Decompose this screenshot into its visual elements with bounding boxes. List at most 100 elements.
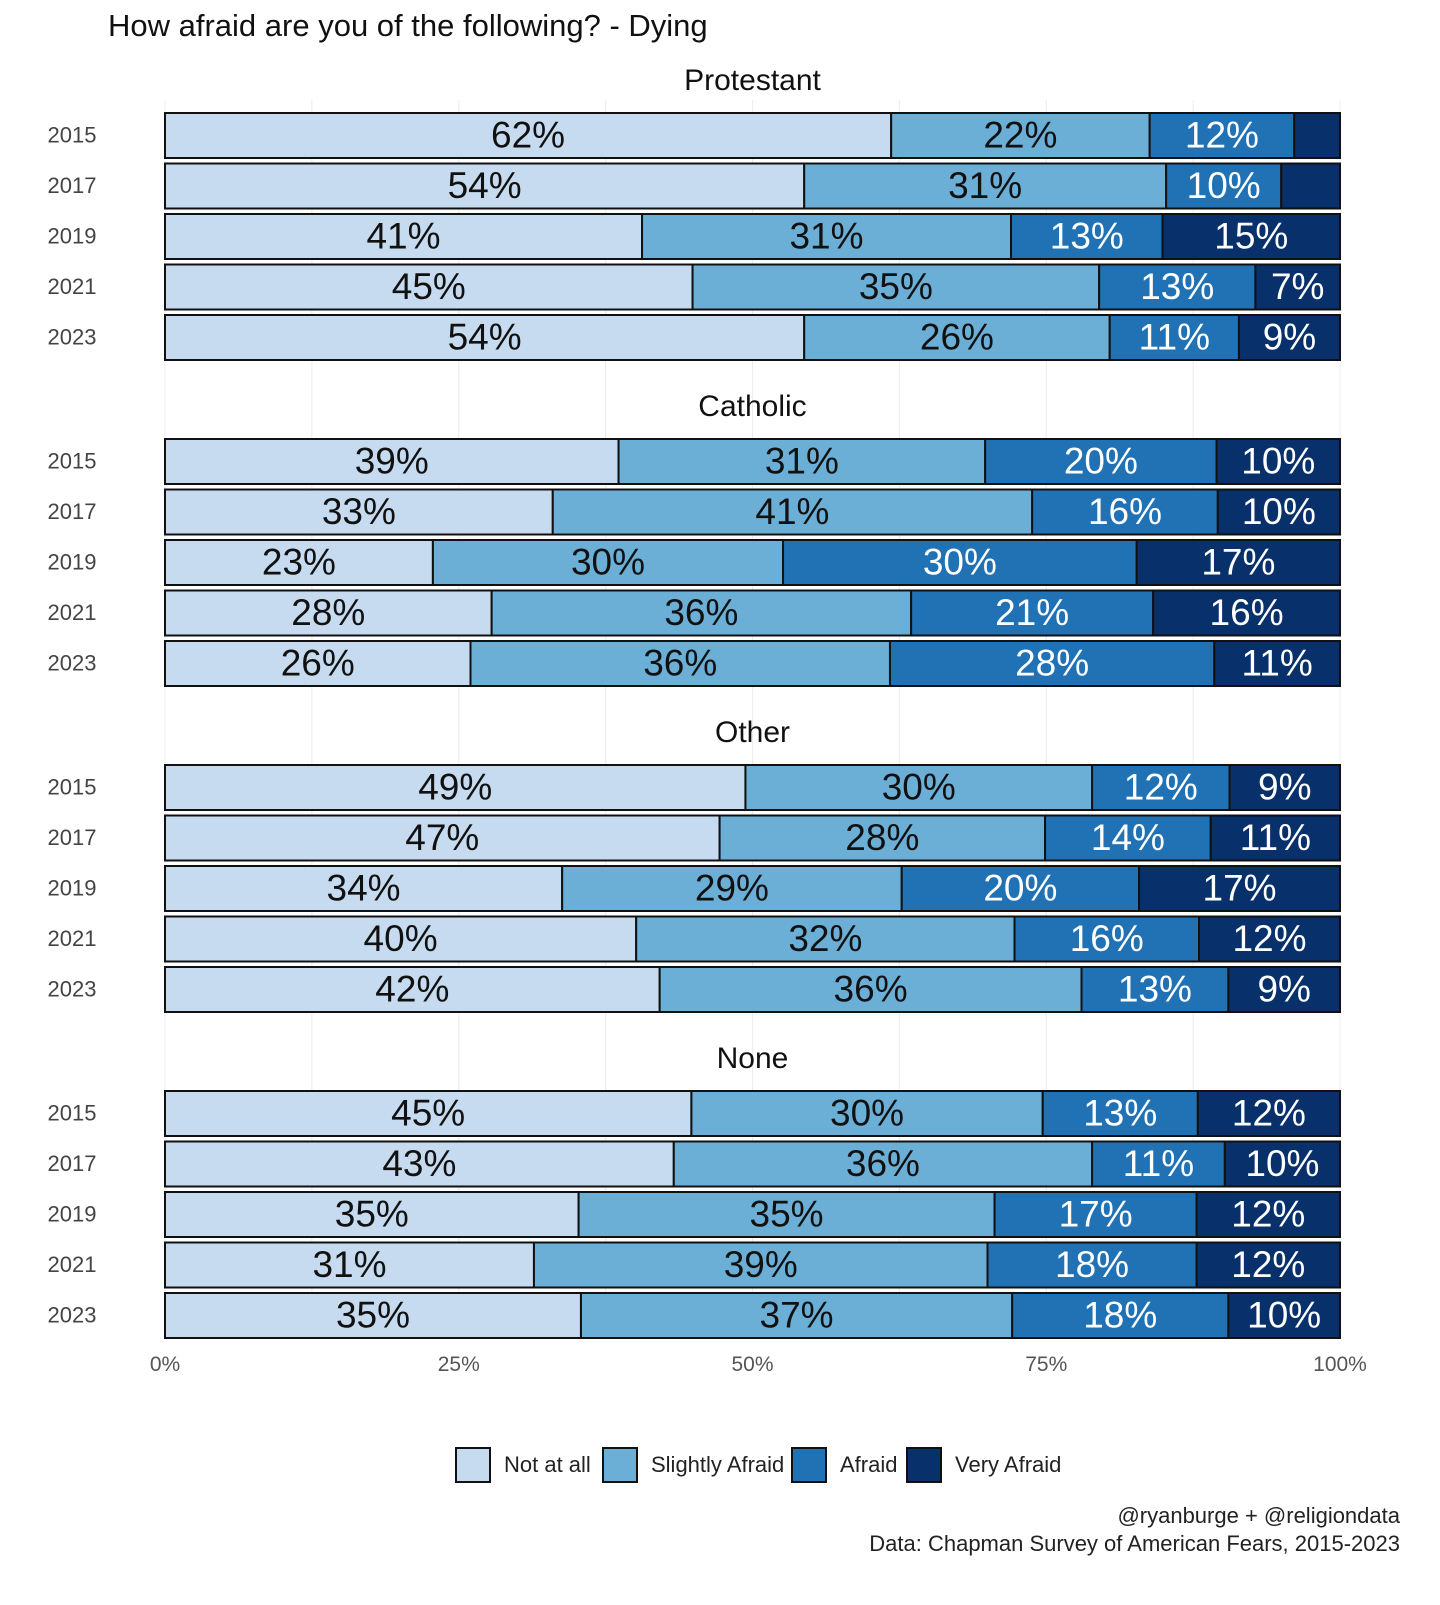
bar-label: 13% — [1050, 215, 1124, 256]
bar-label: 16% — [1070, 918, 1144, 959]
bar-segment-very-afraid — [1209, 814, 1341, 862]
year-label: 2021 — [48, 274, 97, 299]
legend-label: Afraid — [840, 1452, 897, 1477]
bar-label: 30% — [882, 766, 956, 807]
facet-title: None — [717, 1042, 789, 1075]
bar-label: 54% — [448, 165, 522, 206]
year-label: 2023 — [48, 650, 97, 675]
bar-label: 62% — [491, 114, 565, 155]
year-label: 2017 — [48, 499, 97, 524]
year-label: 2015 — [48, 122, 97, 147]
bar-segment-afraid — [1041, 1090, 1199, 1137]
bar-label: 42% — [375, 968, 449, 1009]
bar-segment-slightly-afraid — [469, 640, 891, 687]
bar-segment-very-afraid — [1227, 1292, 1341, 1339]
bar-label: 54% — [448, 316, 522, 357]
bar-label: 21% — [995, 592, 1069, 633]
bar-label: 29% — [695, 867, 769, 908]
bar-segment-very-afraid — [1196, 1090, 1341, 1137]
bar-label: 30% — [571, 541, 645, 582]
legend-label: Very Afraid — [955, 1452, 1061, 1477]
bar-segment-afraid — [1031, 488, 1219, 536]
bar-segment-afraid — [1010, 213, 1164, 260]
bar-segment-very-afraid — [1138, 865, 1341, 912]
bar-segment-slightly-afraid — [641, 213, 1012, 260]
bar-label: 26% — [920, 316, 994, 357]
year-label: 2015 — [48, 1100, 97, 1125]
legend-swatch — [791, 1447, 827, 1483]
bar-label: 36% — [664, 592, 738, 633]
bar-segment-slightly-afraid — [561, 865, 903, 912]
year-label: 2019 — [48, 549, 97, 574]
bar-label: 37% — [760, 1294, 834, 1335]
bar-label: 12% — [1231, 1244, 1305, 1285]
x-tick-label: 25% — [438, 1353, 480, 1376]
bar-label: 12% — [1232, 1092, 1306, 1133]
bar-segment-very-afraid — [1223, 1140, 1341, 1188]
bar-segment-not-at-all — [164, 488, 554, 536]
bar-segment-slightly-afraid — [532, 1241, 989, 1289]
bar-segment-slightly-afraid — [490, 589, 913, 637]
year-label: 2017 — [48, 173, 97, 198]
bar-label: 41% — [755, 491, 829, 532]
facet-title: Other — [715, 716, 790, 749]
bar-segment-very-afraid — [1195, 1191, 1342, 1238]
bar-segment-very-afraid — [1135, 539, 1341, 586]
bar-label: 45% — [391, 1092, 465, 1133]
bar-segment-afraid — [1108, 314, 1240, 361]
bar-segment-not-at-all — [164, 263, 694, 311]
bar-label: 39% — [724, 1244, 798, 1285]
x-tick-label: 75% — [1025, 1353, 1067, 1376]
bar-segment-not-at-all — [164, 915, 638, 963]
bar-segment-very-afraid — [1215, 438, 1341, 485]
bar-segment-afraid — [993, 1191, 1198, 1238]
bar-label: 13% — [1083, 1092, 1157, 1133]
year-label: 2021 — [48, 600, 97, 625]
bar-segment-not-at-all — [164, 865, 564, 912]
bar-label: 39% — [355, 440, 429, 481]
legend-swatch — [602, 1447, 638, 1483]
bar-label: 11% — [1139, 316, 1210, 357]
bar-label: 31% — [312, 1244, 386, 1285]
bar-label: 20% — [1064, 440, 1138, 481]
chart-title: How afraid are you of the following? - D… — [108, 8, 708, 43]
bar-segment-very-afraid — [1227, 966, 1341, 1013]
bar-segment-not-at-all — [164, 213, 644, 260]
bar-segment-very-afraid — [1161, 213, 1341, 260]
bar-segment-not-at-all — [164, 1241, 535, 1289]
bar-label: 11% — [1123, 1143, 1194, 1184]
bar-label: 7% — [1271, 266, 1324, 307]
bar-segment-afraid — [1013, 915, 1201, 963]
bar-segment-afraid — [1044, 814, 1212, 862]
bar-label: 9% — [1258, 766, 1311, 807]
bar-label: 31% — [948, 165, 1022, 206]
bar-label: 40% — [364, 918, 438, 959]
bar-segment-very-afraid — [1152, 589, 1342, 637]
bar-segment-afraid — [1011, 1292, 1230, 1339]
bar-segment-very-afraid — [1195, 1241, 1342, 1289]
bar-label: 10% — [1242, 491, 1316, 532]
year-label: 2023 — [48, 976, 97, 1001]
bar-label: 18% — [1083, 1294, 1157, 1335]
bar-label: 35% — [750, 1193, 824, 1234]
bar-label: 20% — [983, 867, 1057, 908]
bar-segment-slightly-afraid — [718, 814, 1047, 862]
bar-segment-very-afraid — [1237, 314, 1341, 361]
bar-segment-not-at-all — [164, 539, 434, 586]
bar-segment-slightly-afraid — [635, 915, 1016, 963]
bar-label: 47% — [405, 817, 479, 858]
bar-segment-slightly-afraid — [803, 314, 1111, 361]
bar-segment-slightly-afraid — [431, 539, 785, 586]
year-label: 2021 — [48, 926, 97, 951]
bar-segment-not-at-all — [164, 764, 747, 811]
year-label: 2023 — [48, 324, 97, 349]
bar-label: 9% — [1263, 316, 1316, 357]
bar-label: 13% — [1118, 968, 1192, 1009]
year-label: 2019 — [48, 875, 97, 900]
bar-segment-slightly-afraid — [672, 1140, 1094, 1188]
x-tick-label: 100% — [1313, 1353, 1367, 1376]
bar-segment-not-at-all — [164, 1292, 582, 1339]
bar-label: 32% — [788, 918, 862, 959]
bar-segment-not-at-all — [164, 1090, 693, 1137]
